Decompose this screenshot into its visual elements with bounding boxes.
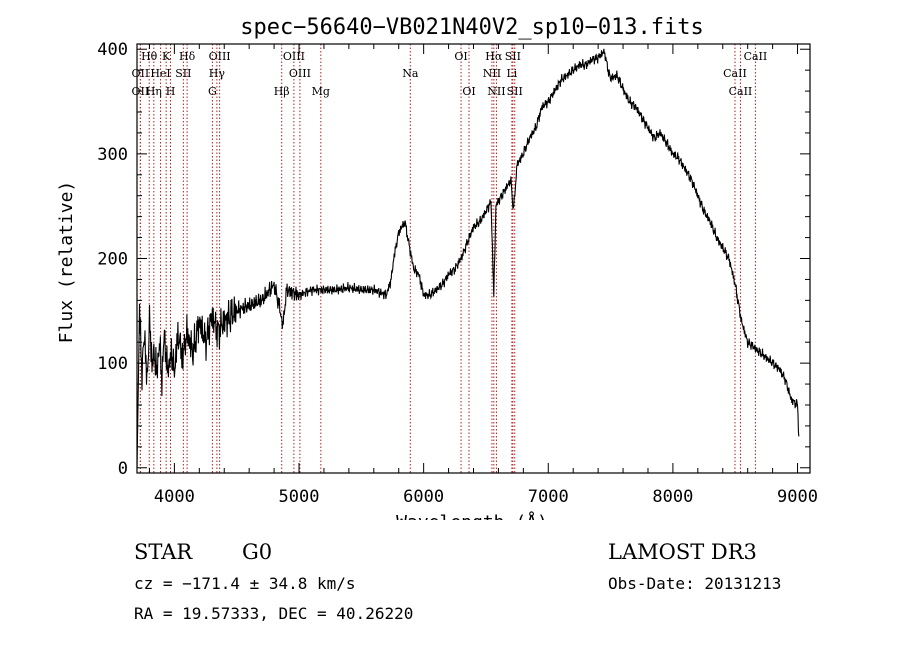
line-marker-label: OII — [132, 67, 150, 80]
line-marker-label: NII — [487, 85, 505, 98]
x-tick-label: 5000 — [279, 487, 320, 507]
x-tick-label: 8000 — [652, 487, 693, 507]
line-marker-label: SII — [175, 67, 191, 80]
redshift-velocity: cz = −171.4 ± 34.8 km/s — [134, 574, 356, 593]
x-tick-label: 9000 — [777, 487, 818, 507]
line-marker-label: Hβ — [274, 85, 290, 98]
line-marker-label: H — [166, 85, 176, 98]
y-tick-label: 100 — [97, 354, 128, 374]
spectrum-chart: spec−56640−VB021N40V2_sp10−013.fits Hθ K H… — [56, 15, 818, 520]
x-tick-label: 4000 — [154, 487, 195, 507]
line-marker-label: HeI — [150, 67, 170, 80]
line-markers — [139, 44, 756, 473]
y-tick-label: 0 — [118, 459, 128, 479]
line-marker-label: SII — [507, 85, 523, 98]
y-tick-label: 300 — [97, 145, 128, 165]
line-marker-label: CaII — [744, 50, 768, 63]
x-tick-label: 6000 — [403, 487, 444, 507]
y-tick-label: 400 — [97, 40, 128, 60]
spectrum-line — [136, 48, 800, 468]
line-marker-label: OIII — [283, 50, 305, 63]
line-marker-label: Hα — [485, 50, 503, 63]
line-marker-label: Hθ — [141, 50, 158, 63]
y-axis-ticks: 0 100 200 300 400 — [97, 40, 810, 479]
line-marker-label: SII — [505, 50, 521, 63]
line-marker-label: OIII — [209, 50, 231, 63]
line-marker-label: Li — [506, 67, 517, 80]
line-marker-label: OI — [462, 85, 475, 98]
line-marker-label: CaII — [729, 85, 753, 98]
line-marker-label: Hδ — [179, 50, 196, 63]
line-marker-label: Na — [402, 67, 419, 80]
line-marker-label: G — [208, 85, 217, 98]
subclass: G0 — [242, 540, 273, 564]
line-marker-label: K — [162, 50, 171, 63]
line-marker-label: Hη — [146, 85, 162, 98]
object-class: STAR — [134, 540, 193, 564]
observation-date: Obs-Date: 20131213 — [608, 574, 782, 593]
line-marker-label: OI — [454, 50, 467, 63]
sky-coordinates: RA = 19.57333, DEC = 40.26220 — [134, 604, 414, 623]
line-marker-label: OIII — [289, 67, 311, 80]
line-marker-label: CaII — [723, 67, 747, 80]
chart-title: spec−56640−VB021N40V2_sp10−013.fits — [240, 15, 704, 40]
y-tick-label: 200 — [97, 250, 128, 270]
x-axis-ticks: 4000 5000 6000 7000 8000 9000 — [148, 44, 818, 507]
plot-frame — [136, 43, 811, 474]
y-axis-label: Flux (relative) — [56, 181, 77, 344]
x-tick-label: 7000 — [528, 487, 569, 507]
survey-name: LAMOST DR3 — [608, 540, 757, 564]
line-marker-label: NII — [483, 67, 501, 80]
x-axis-label: Wavelength (Å) — [396, 511, 548, 520]
line-marker-label: Mg — [312, 85, 330, 98]
line-marker-label: Hγ — [209, 67, 226, 80]
